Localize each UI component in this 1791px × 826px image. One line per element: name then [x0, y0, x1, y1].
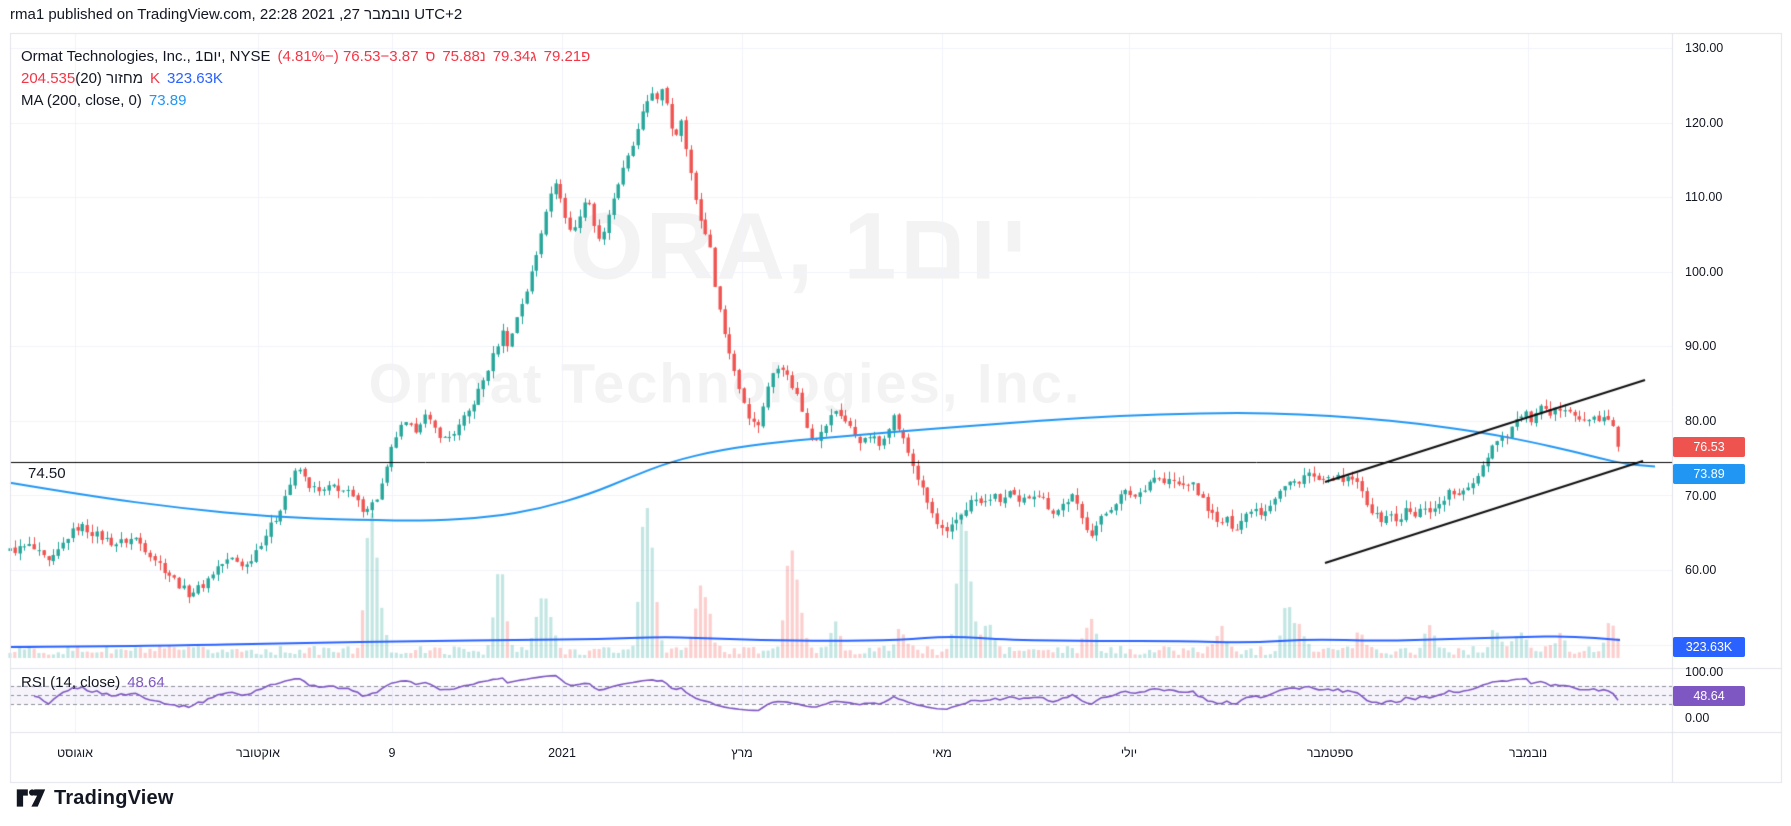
- time-tick: 9: [388, 746, 396, 760]
- volume-current-value: 323.63K: [167, 70, 223, 87]
- time-axis[interactable]: אוגוסט אוקטובר 9 2021 מרץ מאי יולי ספטמבר נובמבר: [10, 732, 1672, 782]
- price-tick: 100.00: [1685, 265, 1724, 279]
- time-tick: יולי: [1120, 746, 1138, 760]
- price-tick: 70.00: [1685, 489, 1717, 503]
- time-tick: נובמבר: [1508, 746, 1548, 760]
- change-value: −3.87 (−4.81%): [277, 48, 419, 65]
- high-value: ג79.34: [492, 48, 537, 65]
- price-tick: 90.00: [1685, 339, 1717, 353]
- symbol-legend: Ormat Technologies, Inc., 1יום, NYSE פ79.…: [21, 48, 597, 65]
- price-tick: 0.00: [1685, 711, 1710, 725]
- volume-badge: 323.63K: [1673, 637, 1745, 657]
- ma-legend: MA (200, close, 0) 73.89: [21, 92, 193, 109]
- tradingview-brand: TradingView: [54, 786, 174, 809]
- price-tick: 120.00: [1685, 116, 1724, 130]
- last-price-badge: 76.53: [1673, 437, 1745, 457]
- price-tick: 80.00: [1685, 414, 1717, 428]
- price-tick: 130.00: [1685, 41, 1724, 55]
- rsi-value: 48.64: [127, 674, 165, 691]
- price-tick: 100.00: [1685, 665, 1724, 679]
- ma-value: 73.89: [148, 92, 187, 109]
- price-axis[interactable]: 130.00 120.00 110.00 100.00 90.00 80.00 70.00 6…: [0, 0, 1791, 782]
- symbol-title: Ormat Technologies, Inc., 1יום, NYSE: [21, 48, 271, 65]
- rsi-label: RSI (14, close): [21, 674, 121, 691]
- ma-label: MA (200, close, 0): [21, 92, 142, 109]
- volume-label: מחזור (20): [75, 70, 144, 87]
- time-tick: מאי: [932, 746, 952, 760]
- price-tick: 60.00: [1685, 563, 1717, 577]
- time-tick: מרץ: [731, 746, 753, 760]
- rsi-badge: 48.64: [1673, 686, 1745, 706]
- rsi-legend: RSI (14, close) 48.64: [21, 674, 172, 691]
- hline-price-label: 74.50: [28, 465, 66, 482]
- tradingview-logo-icon: [16, 786, 46, 810]
- low-value: נ75.88: [442, 48, 486, 65]
- tradingview-link[interactable]: TradingView: [16, 786, 174, 810]
- price-tick: 110.00: [1685, 190, 1723, 204]
- volume-legend: מחזור (20)204.535K 323.63K: [21, 70, 230, 87]
- time-tick: 2021: [548, 746, 576, 760]
- volume-ma-value: 204.535K: [21, 70, 161, 87]
- time-tick: אוגוסט: [57, 746, 93, 760]
- time-tick: ספטמבר: [1306, 746, 1354, 760]
- time-tick: אוקטובר: [235, 746, 281, 760]
- open-value: פ79.21: [543, 48, 591, 65]
- close-value: ס76.53: [342, 48, 436, 65]
- ma-price-badge: 73.89: [1673, 464, 1745, 484]
